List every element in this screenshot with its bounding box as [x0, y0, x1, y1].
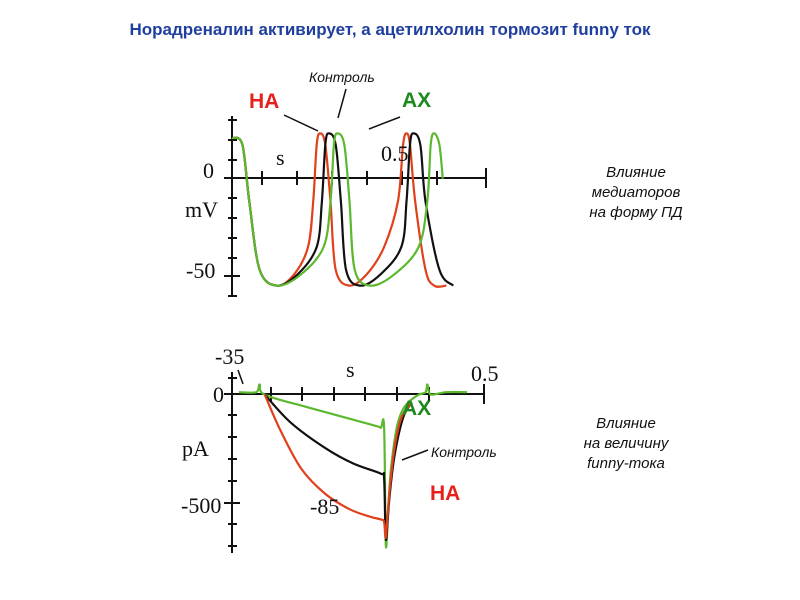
ap-y-tick-label-0: 0: [203, 158, 214, 183]
fc-labels: -35 0 s 0.5 pA -500 -85 АХ Контроль НА: [181, 344, 499, 519]
slide-title: Норадреналин активирует, а ацетилхолин т…: [129, 20, 651, 39]
fc-x-tick-label: 0.5: [471, 361, 499, 386]
fc-series: [238, 383, 468, 549]
fc-ylabel: pA: [182, 436, 209, 461]
ap-label-ach: АХ: [402, 89, 431, 112]
fc-annotation-holding-pointer: [237, 369, 244, 385]
ap-labels: s 0.5 0 mV -50 Контроль НА АХ: [185, 69, 431, 283]
ap-y-tick-label-1: -50: [186, 258, 215, 283]
fc-axes: [224, 372, 485, 553]
ap-series: [231, 132, 455, 288]
caption-ap-line-3: на форму ПД: [589, 204, 683, 221]
fc-label-ach: АХ: [402, 397, 431, 420]
fc-label-control: Контроль: [431, 444, 497, 460]
ap-series-ach: [231, 132, 444, 287]
caption-funny-line-1: Влияние: [596, 415, 656, 432]
ap-x-tick-label: 0.5: [381, 141, 409, 166]
caption-ap-line-1: Влияние: [606, 164, 666, 181]
fc-series-ach: [238, 383, 468, 549]
ap-label-na: НА: [249, 90, 279, 113]
ap-pointer-ach: [368, 116, 401, 130]
ap-series-na: [231, 132, 447, 288]
caption-funny: Влияние на величину funny-тока: [546, 414, 706, 474]
fc-y-tick-label-1: -500: [181, 493, 221, 518]
fc-xlabel: s: [346, 357, 355, 382]
funny-current-chart: -35 0 s 0.5 pA -500 -85 АХ Контроль НА: [181, 344, 499, 553]
fc-annotation-step: -85: [310, 494, 339, 519]
ap-series-control: [231, 132, 455, 287]
caption-ap-line-2: медиаторов: [591, 184, 681, 201]
caption-funny-line-2: на величину: [583, 435, 669, 452]
ap-label-control: Контроль: [309, 69, 375, 85]
ap-ylabel: mV: [185, 197, 218, 222]
ap-pointer-control: [337, 88, 347, 119]
caption-funny-line-3: funny-тока: [587, 455, 665, 472]
fc-series-control: [263, 393, 413, 541]
fc-label-na: НА: [430, 482, 460, 505]
ap-pointer-na: [283, 114, 319, 132]
fc-pointer-control: [401, 449, 429, 461]
fc-series-na: [263, 394, 413, 540]
ap-xlabel: s: [276, 145, 285, 170]
caption-ap: Влияние медиаторов на форму ПД: [556, 163, 716, 223]
fc-y-tick-label-0: 0: [213, 382, 224, 407]
action-potential-chart: s 0.5 0 mV -50 Контроль НА АХ: [185, 69, 487, 297]
fc-annotation-holding: -35: [215, 344, 244, 369]
